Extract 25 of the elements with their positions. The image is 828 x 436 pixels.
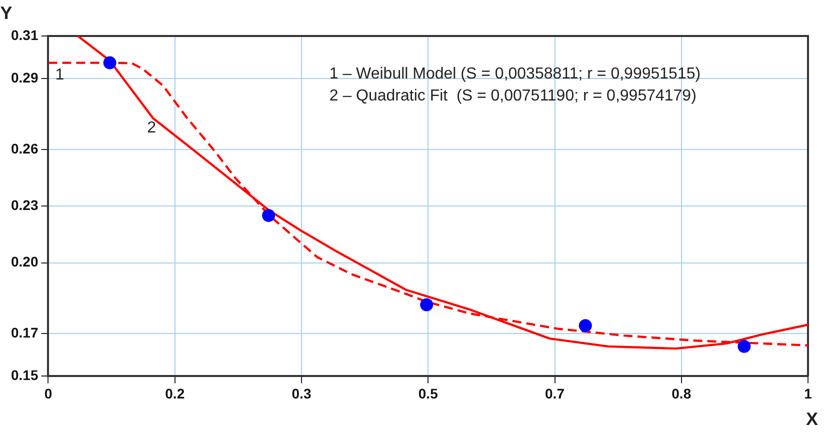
x-tick-label: 0.7 bbox=[545, 385, 565, 402]
y-tick-label: 0.15 bbox=[11, 367, 38, 384]
x-tick-label: 0.2 bbox=[165, 385, 185, 402]
annotation: 2 bbox=[147, 119, 156, 136]
point bbox=[738, 340, 751, 353]
y-axis-title: Y bbox=[0, 2, 12, 23]
point bbox=[578, 319, 592, 332]
x-tick-label: 0 bbox=[44, 385, 52, 402]
y-tick-label: 0.20 bbox=[11, 254, 38, 270]
x-tick-label: 0.5 bbox=[418, 385, 438, 402]
point bbox=[420, 298, 434, 312]
y-tick-label: 0.17 bbox=[11, 324, 38, 341]
x-axis-title: X bbox=[806, 409, 818, 430]
point bbox=[103, 56, 116, 70]
x-tick-label: 0.3 bbox=[292, 385, 312, 402]
y-tick-label: 0.26 bbox=[11, 140, 38, 156]
point bbox=[262, 208, 276, 222]
y-tick-label: 0.29 bbox=[11, 69, 38, 86]
annotation: 2 – Quadratic Fit (S = 0,00751190; r = 0,99574179) bbox=[329, 87, 696, 104]
annotation: 1 – Weibull Model (S = 0,00358811; r = 0,99951515) bbox=[329, 65, 701, 82]
x-tick-label: 1 bbox=[804, 385, 812, 402]
x-tick-label: 0.8 bbox=[672, 385, 692, 402]
y-tick-label: 0.31 bbox=[11, 26, 38, 43]
annotation: 1 bbox=[55, 66, 64, 84]
y-tick-label: 0.23 bbox=[11, 196, 38, 213]
